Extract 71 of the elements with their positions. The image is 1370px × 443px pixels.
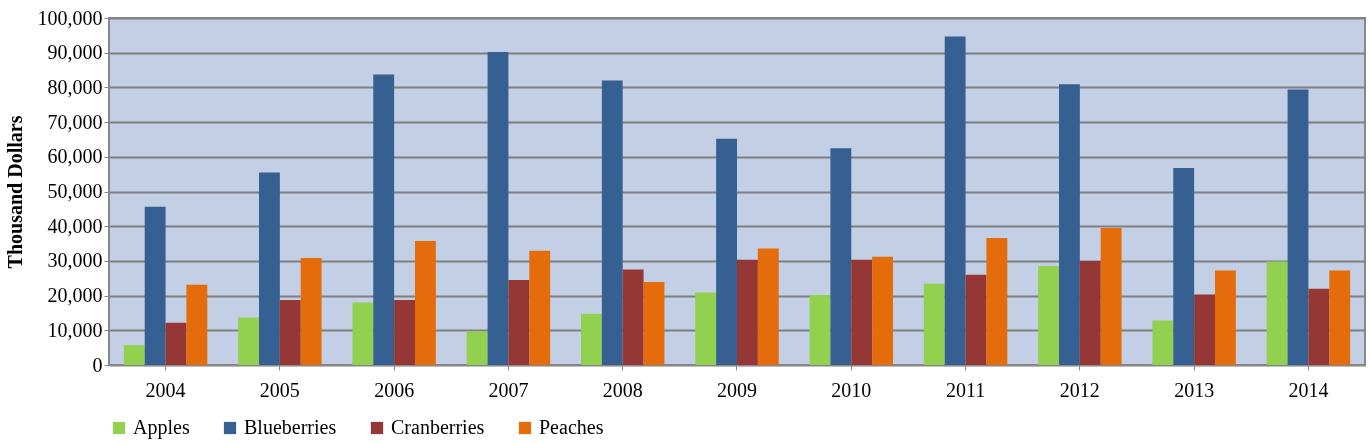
legend-label: Peaches [539, 416, 604, 438]
y-tick-label: 100,000 [37, 6, 103, 29]
y-tick-label: 10,000 [47, 318, 103, 341]
y-tick-label: 40,000 [47, 214, 103, 237]
bar [872, 256, 893, 365]
bar [965, 274, 987, 365]
bar [643, 282, 665, 365]
x-tick-label: 2010 [831, 378, 872, 401]
bar [944, 36, 966, 365]
bar [1079, 260, 1101, 365]
y-tick-label: 20,000 [47, 284, 103, 307]
bar [581, 313, 602, 365]
bar [757, 248, 779, 365]
bar [352, 302, 374, 365]
bar [809, 294, 831, 365]
y-tick-label: 30,000 [47, 249, 103, 272]
x-tick-label: 2004 [145, 378, 186, 401]
y-tick-label: 70,000 [47, 110, 103, 133]
bar [1194, 294, 1215, 365]
y-tick-label: 60,000 [47, 145, 103, 168]
bar [716, 138, 737, 365]
x-tick-label: 2009 [717, 378, 757, 401]
legend-label: Blueberries [244, 416, 337, 438]
bar [851, 259, 873, 365]
bar [601, 80, 623, 365]
bar [508, 279, 530, 365]
bar [1173, 167, 1195, 365]
bar [394, 300, 415, 365]
bar [1215, 270, 1236, 365]
x-tick-label: 2012 [1059, 378, 1100, 401]
bar [1059, 84, 1080, 365]
x-tick-label: 2006 [374, 378, 415, 401]
legend-label: Apples [133, 416, 190, 439]
bar [186, 284, 208, 365]
y-tick-label: 90,000 [47, 41, 103, 64]
bar [300, 258, 322, 365]
bar [1038, 266, 1059, 365]
x-tick-label: 2014 [1288, 378, 1329, 401]
bar [986, 238, 1008, 365]
bar [1308, 288, 1330, 365]
bar [1287, 89, 1309, 365]
bar [415, 241, 436, 365]
bar [1266, 261, 1288, 365]
legend-label: Cranberries [391, 416, 485, 438]
bar [830, 148, 852, 365]
bar [737, 259, 758, 365]
x-tick-label: 2007 [488, 378, 529, 401]
bar [695, 292, 717, 365]
y-tick-label: 50,000 [47, 180, 103, 202]
x-tick-label: 2011 [945, 378, 986, 401]
x-tick-label: 2005 [259, 378, 300, 401]
bar [487, 52, 509, 365]
x-tick-label: 2013 [1174, 378, 1215, 401]
bar [923, 283, 945, 365]
bar [123, 345, 145, 365]
bar [238, 317, 259, 365]
y-tick-label: 0 [92, 353, 103, 376]
x-tick-label: 2008 [602, 378, 643, 401]
bar [1152, 320, 1174, 365]
y-tick-label: 80,000 [47, 75, 103, 98]
bar [165, 322, 187, 365]
bar [1329, 270, 1351, 365]
bar [466, 331, 488, 365]
bar [529, 250, 551, 365]
y-axis-title: Thousand Dollars [3, 115, 26, 269]
bar [279, 300, 301, 365]
bar [144, 206, 166, 365]
bar [259, 172, 280, 365]
bar [622, 269, 644, 365]
bar [1100, 227, 1122, 365]
bar [373, 74, 395, 365]
